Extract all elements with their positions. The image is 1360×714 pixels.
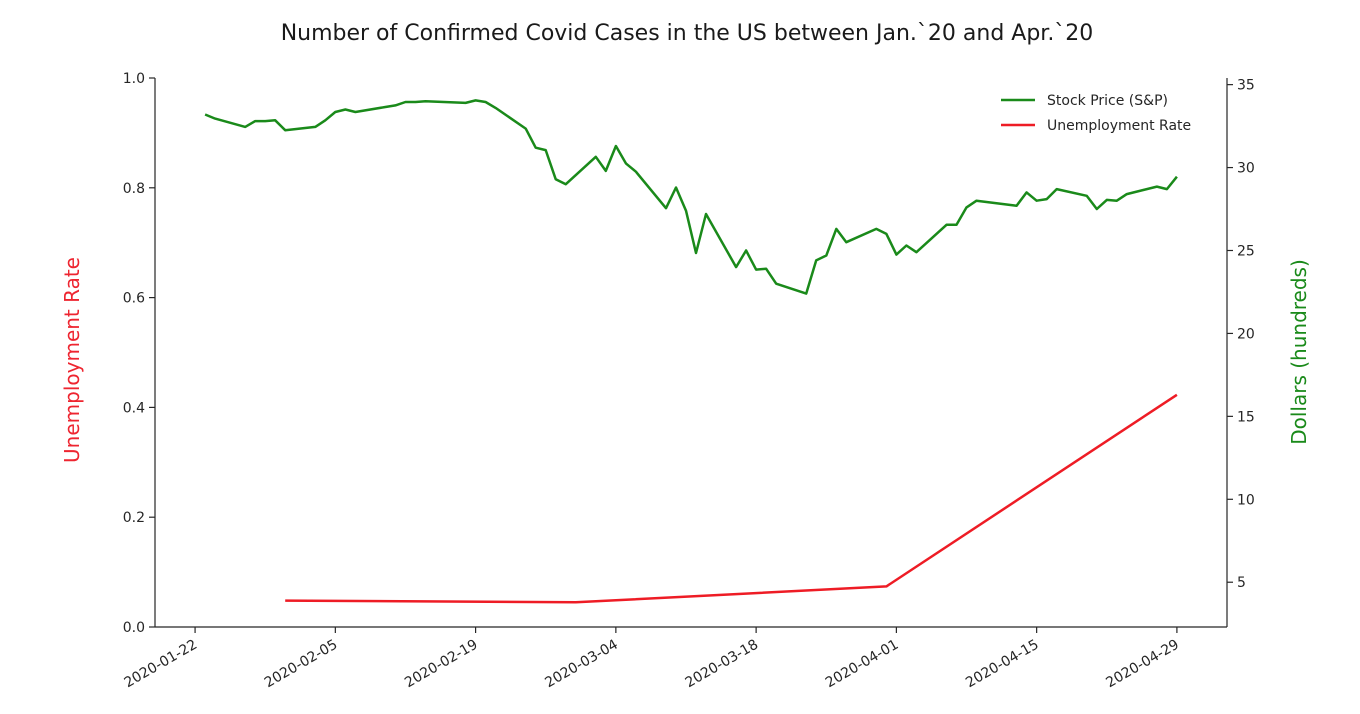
left-tick-label: 0.4 bbox=[123, 400, 145, 416]
left-tick-label: 1.0 bbox=[123, 71, 145, 87]
left-tick-label: 0.8 bbox=[123, 181, 145, 197]
legend-label-stock: Stock Price (S&P) bbox=[1047, 93, 1168, 109]
legend-label-unemployment: Unemployment Rate bbox=[1047, 118, 1191, 134]
left-axis-title: Unemployment Rate bbox=[60, 257, 84, 463]
x-tick-label: 2020-02-05 bbox=[262, 637, 340, 692]
x-tick-label: 2020-01-22 bbox=[122, 637, 200, 692]
x-axis-ticks: 2020-01-22 2020-02-05 2020-02-19 2020-03-04… bbox=[122, 627, 1182, 691]
right-axis-ticks: 5 10 15 20 25 30 35 bbox=[1227, 78, 1255, 591]
x-tick-label: 2020-04-15 bbox=[963, 637, 1041, 692]
x-tick-label: 2020-02-19 bbox=[402, 637, 480, 692]
x-tick-label: 2020-03-18 bbox=[683, 637, 761, 692]
left-axis-ticks: 0.0 0.2 0.4 0.6 0.8 1.0 bbox=[123, 71, 155, 636]
legend: Stock Price (S&P) Unemployment Rate bbox=[1001, 93, 1191, 134]
right-tick-label: 30 bbox=[1237, 161, 1255, 177]
right-tick-label: 10 bbox=[1237, 492, 1255, 508]
left-tick-label: 0.0 bbox=[123, 620, 145, 636]
left-tick-label: 0.6 bbox=[123, 291, 145, 307]
right-tick-label: 35 bbox=[1237, 78, 1255, 94]
chart-title: Number of Confirmed Covid Cases in the U… bbox=[281, 21, 1094, 46]
right-tick-label: 15 bbox=[1237, 409, 1255, 425]
right-tick-label: 25 bbox=[1237, 243, 1255, 259]
right-tick-label: 5 bbox=[1237, 575, 1246, 591]
series-group bbox=[204, 99, 1178, 604]
unemployment-rate-line bbox=[285, 393, 1178, 604]
x-tick-label: 2020-04-29 bbox=[1103, 637, 1181, 692]
left-tick-label: 0.2 bbox=[123, 510, 145, 526]
x-tick-label: 2020-04-01 bbox=[823, 637, 901, 692]
right-tick-label: 20 bbox=[1237, 326, 1255, 342]
right-axis-title: Dollars (hundreds) bbox=[1287, 259, 1311, 445]
x-tick-label: 2020-03-04 bbox=[542, 637, 621, 692]
stock-price-line bbox=[204, 99, 1178, 295]
